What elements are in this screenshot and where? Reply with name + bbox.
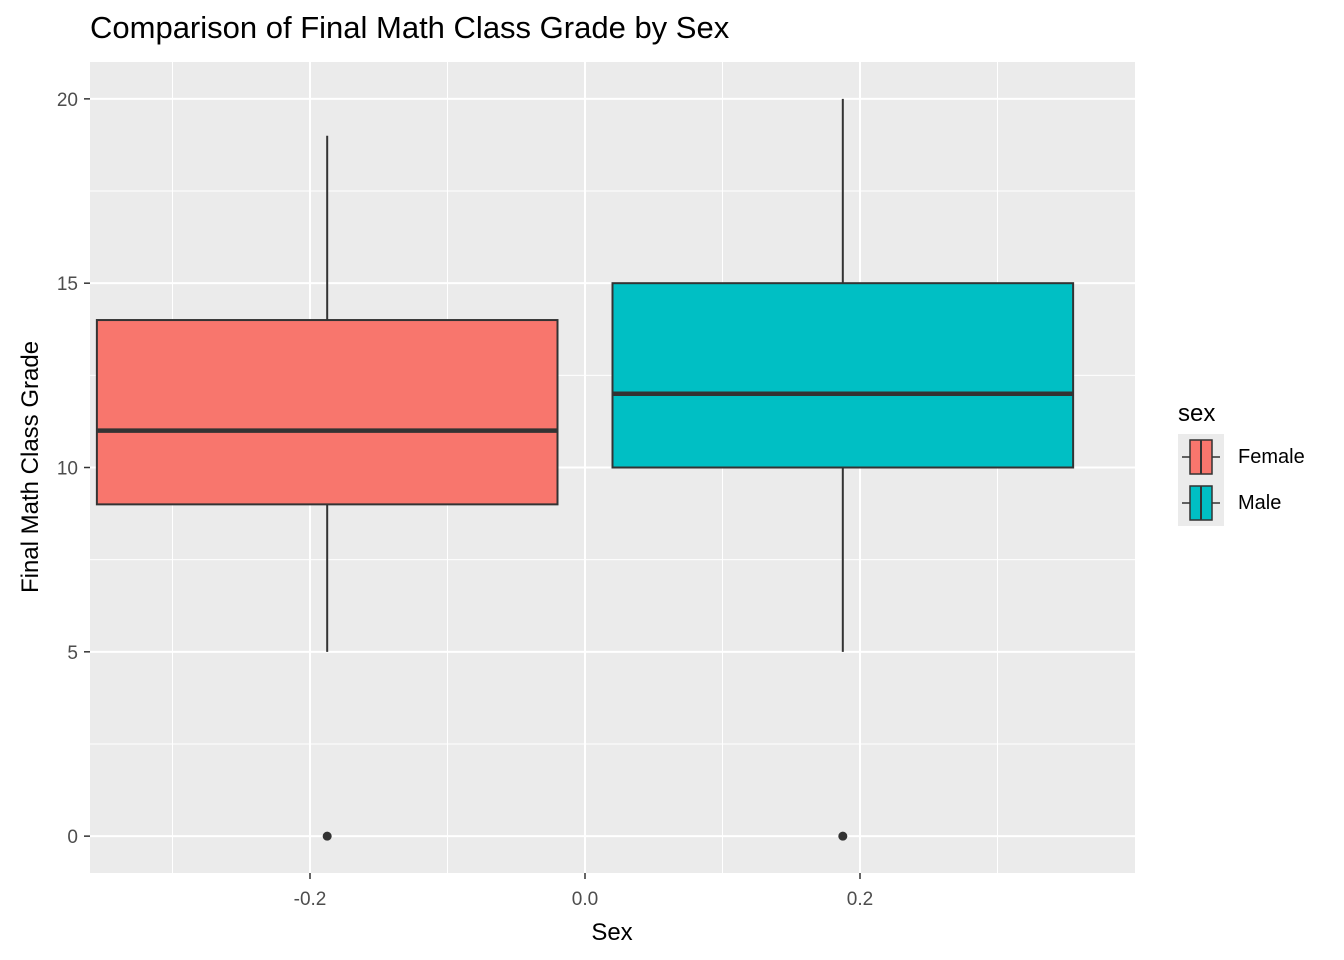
legend-label-male: Male bbox=[1238, 491, 1282, 514]
legend-label-female: Female bbox=[1238, 445, 1305, 468]
y-tick-label: 10 bbox=[57, 459, 78, 480]
y-tick-label: 15 bbox=[57, 274, 78, 295]
box-male bbox=[611, 282, 1075, 469]
box-layer bbox=[95, 98, 1075, 841]
x-tick-label: 0.0 bbox=[572, 889, 598, 910]
y-tick-label: 20 bbox=[57, 90, 78, 111]
legend-item-male: Male bbox=[1178, 480, 1305, 526]
y-tick-label: 0 bbox=[67, 827, 78, 848]
x-tick-label: -0.2 bbox=[294, 889, 327, 910]
y-tick-label: 5 bbox=[67, 643, 78, 664]
legend-title: sex bbox=[1178, 400, 1216, 427]
legend-key-male bbox=[1178, 480, 1224, 526]
outlier-point-male bbox=[838, 831, 848, 841]
legend-key-female bbox=[1178, 434, 1224, 480]
legend-item-female: Female bbox=[1178, 434, 1305, 480]
y-axis-label: Final Math Class Grade bbox=[17, 341, 44, 593]
x-tick-label: 0.2 bbox=[847, 889, 873, 910]
legend: sex Female Male bbox=[1178, 400, 1305, 526]
axis-layer: 0 5 10 15 20 -0.2 0.0 0.2 bbox=[57, 90, 873, 910]
x-axis-label: Sex bbox=[591, 919, 632, 946]
outlier-point-female bbox=[322, 831, 332, 841]
box-female bbox=[95, 319, 559, 506]
chart-title: Comparison of Final Math Class Grade by … bbox=[90, 10, 730, 45]
